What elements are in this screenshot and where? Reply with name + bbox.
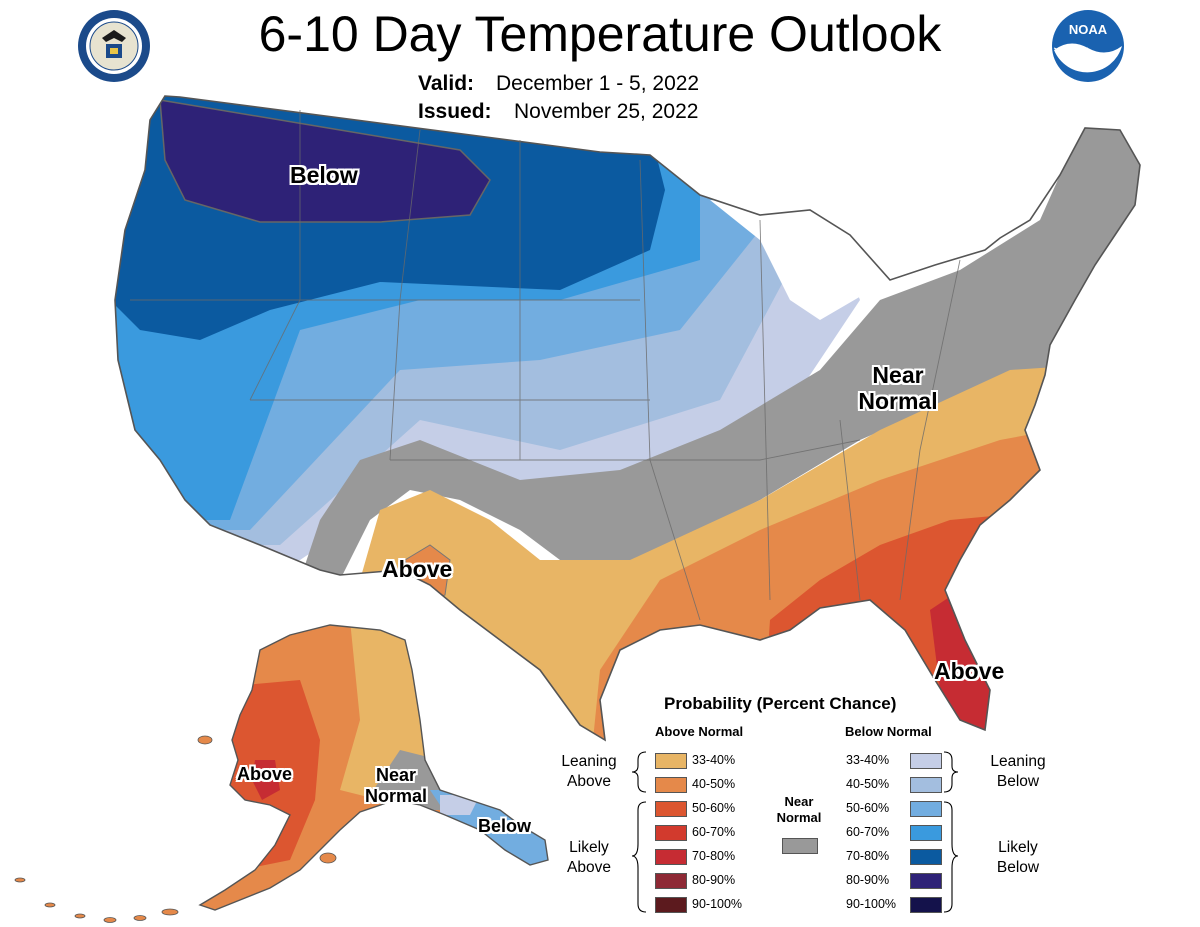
legend-above-range: 90-100% (692, 897, 743, 911)
legend-above-swatch (655, 873, 687, 889)
label-conus-above-se: Above (934, 658, 1005, 684)
legend-above-swatch (655, 777, 687, 793)
near-normal-legend-line1: Near (784, 794, 814, 809)
issued-value: November 25, 2022 (514, 100, 699, 123)
noaa-logo-text: NOAA (1069, 22, 1108, 37)
likely-above-line1: Likely (569, 839, 609, 856)
legend-above-swatch (655, 801, 687, 817)
page-title: 6-10 Day Temperature Outlook (258, 6, 942, 62)
legend-below-header: Below Normal (845, 724, 932, 739)
leaning-above-line1: Leaning (561, 753, 617, 770)
legend-below-range: 80-90% (846, 873, 890, 887)
legend-below-range: 60-70% (846, 825, 890, 839)
legend-below-swatch (910, 777, 942, 793)
label-conus-below: Below (290, 162, 358, 188)
leaning-above-line2: Above (567, 773, 611, 790)
legend-near-normal-swatch (782, 838, 818, 854)
legend-below-swatch (910, 873, 942, 889)
legend-leaning-above: Leaning Above (554, 752, 624, 792)
legend-near-normal-label: Near Normal (766, 794, 832, 826)
date-block: Valid: December 1 - 5, 2022 Issued: Novemb… (418, 70, 699, 126)
legend-below-swatch (910, 849, 942, 865)
legend-above-range: 80-90% (692, 873, 736, 887)
valid-line: Valid: December 1 - 5, 2022 (418, 70, 699, 98)
label-conus-near-normal: Near Normal (848, 362, 948, 414)
legend-above-range: 33-40% (692, 753, 736, 767)
likely-below-line1: Likely (998, 839, 1038, 856)
label-ak-near-normal: Near Normal (356, 765, 436, 807)
legend-leaning-below-text: Leaning Below (978, 752, 1058, 792)
near-normal-line2: Normal (858, 388, 938, 414)
legend-above-header: Above Normal (655, 724, 744, 739)
label-ak-below: Below (478, 816, 532, 836)
legend-below-swatch (910, 801, 942, 817)
label-conus-above-sw: Above (382, 556, 453, 582)
ak-near-line2: Normal (364, 786, 427, 806)
legend-above-range: 40-50% (692, 777, 736, 791)
legend-above-range: 70-80% (692, 849, 736, 863)
valid-value: December 1 - 5, 2022 (496, 72, 700, 95)
doc-seal-icon (76, 8, 152, 84)
legend-likely-above: Likely Above (554, 838, 624, 878)
legend-above-swatch (655, 849, 687, 865)
legend-below-range: 50-60% (846, 801, 890, 815)
noaa-logo-icon: NOAA (1050, 8, 1126, 84)
legend-title: Probability (Percent Chance) (664, 694, 897, 713)
label-ak-above: Above (237, 764, 293, 784)
legend-above-swatch (655, 897, 687, 913)
legend-below-swatch (910, 753, 942, 769)
leaning-below-line2: Below (996, 773, 1040, 790)
legend-below-swatch (910, 825, 942, 841)
legend-braces (631, 751, 959, 913)
issued-label: Issued: (418, 100, 492, 123)
near-normal-line1: Near (872, 362, 924, 388)
leaning-below-line1: Leaning (990, 753, 1046, 770)
valid-label: Valid: (418, 72, 475, 95)
legend-below-range: 90-100% (846, 897, 897, 911)
likely-above-line2: Above (567, 859, 611, 876)
near-normal-legend-line2: Normal (776, 810, 822, 825)
legend-likely-below-text: Likely Below (978, 838, 1058, 878)
likely-below-line2: Below (996, 859, 1040, 876)
legend-above-swatch (655, 753, 687, 769)
legend-above-range: 60-70% (692, 825, 736, 839)
legend: Probability (Percent Chance) Above Norma… (540, 690, 960, 920)
legend-below-swatch (910, 897, 942, 913)
legend-below-range: 70-80% (846, 849, 890, 863)
legend-above-range: 50-60% (692, 801, 736, 815)
legend-below-range: 33-40% (846, 753, 890, 767)
ak-near-line1: Near (375, 765, 417, 785)
legend-below-range: 40-50% (846, 777, 890, 791)
legend-above-swatch (655, 825, 687, 841)
issued-line: Issued: November 25, 2022 (418, 98, 699, 126)
